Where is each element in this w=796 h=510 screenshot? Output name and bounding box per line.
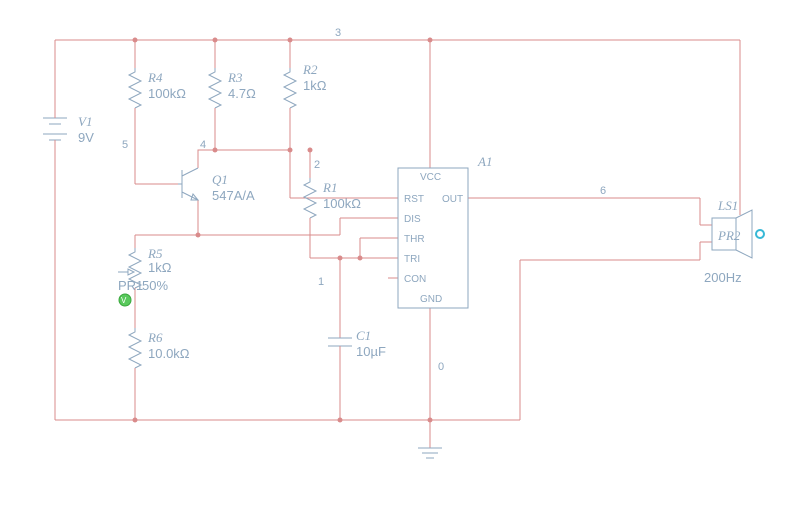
a1-thr: THR [404, 234, 425, 245]
net-6: 6 [600, 185, 606, 197]
a1-dis: DIS [404, 214, 421, 225]
ls1-pr2: PR2 [717, 228, 741, 243]
net-0: 0 [438, 361, 444, 373]
a1-rst: RST [404, 194, 424, 205]
resistor-r6: R6 10.0kΩ [129, 328, 190, 378]
resistor-r4: R4 100kΩ [129, 68, 186, 118]
r3-ref: R3 [227, 70, 243, 85]
net-4: 4 [200, 139, 206, 151]
svg-text:V: V [121, 296, 127, 305]
r2-val: 1kΩ [303, 78, 327, 93]
net-3: 3 [335, 27, 341, 39]
ls1-ref: LS1 [717, 198, 738, 213]
net-5: 5 [122, 139, 128, 151]
r4-val: 100kΩ [148, 86, 186, 101]
a1-gnd: GND [420, 294, 442, 305]
q1-ref: Q1 [212, 172, 228, 187]
a1-tri: TRI [404, 254, 420, 265]
a1-out: OUT [442, 194, 463, 205]
v1-val: 9V [78, 130, 94, 145]
probe-pr1: V [119, 294, 131, 306]
ls1-val: 200Hz [704, 270, 742, 285]
r5-pot-label: PR1 [118, 278, 143, 293]
transistor-q1: Q1 547A/A [178, 168, 255, 203]
r6-val: 10.0kΩ [148, 346, 190, 361]
resistor-r3: R3 4.7Ω [209, 68, 256, 118]
net-1: 1 [318, 276, 324, 288]
ic-a1: A1 VCC RST DIS THR TRI CON GND OUT [398, 154, 492, 308]
v1-ref: V1 [78, 114, 92, 129]
r5-ref: R5 [147, 246, 163, 261]
r3-val: 4.7Ω [228, 86, 256, 101]
q1-val: 547A/A [212, 188, 255, 203]
r1-val: 100kΩ [323, 196, 361, 211]
resistor-r1: R1 100kΩ [304, 178, 361, 228]
c1-ref: C1 [356, 328, 371, 343]
r5-pot-setting: 50% [142, 278, 168, 293]
r2-ref: R2 [302, 62, 318, 77]
resistor-r2: R2 1kΩ [284, 62, 327, 118]
a1-con: CON [404, 274, 426, 285]
cap-c1: C1 10µF [328, 328, 386, 359]
pot-r5: R5 1kΩ PR1 50% [118, 246, 172, 298]
a1-vcc: VCC [420, 172, 441, 183]
r6-ref: R6 [147, 330, 163, 345]
r1-ref: R1 [322, 180, 337, 195]
a1-ref: A1 [477, 154, 492, 169]
c1-val: 10µF [356, 344, 386, 359]
speaker-ls1: LS1 PR2 200Hz [704, 198, 764, 285]
net-2: 2 [314, 159, 320, 171]
source-v1: V1 9V [43, 108, 94, 150]
r4-ref: R4 [147, 70, 163, 85]
r5-val: 1kΩ [148, 260, 172, 275]
